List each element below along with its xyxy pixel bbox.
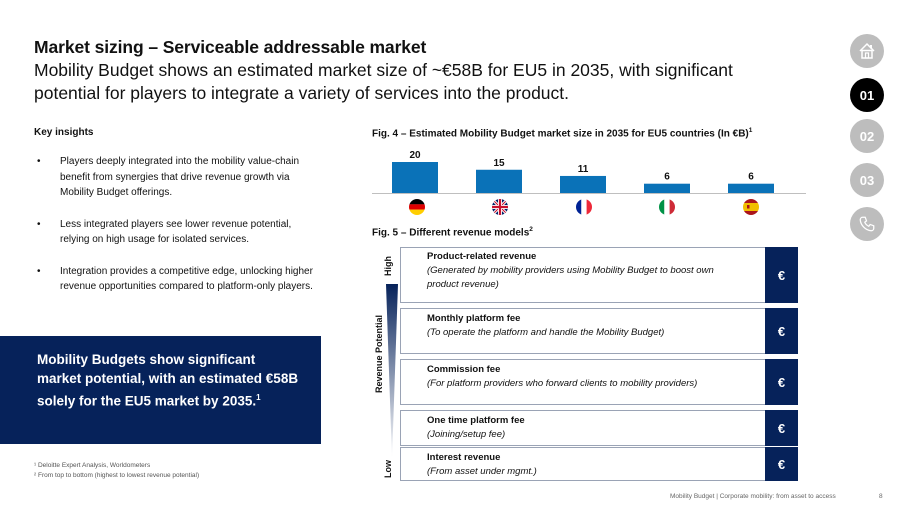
nav-section-02[interactable]: 02: [850, 119, 884, 153]
nav-section-03[interactable]: 03: [850, 163, 884, 197]
market-size-bar-chart: 20 15 11 6 6: [392, 150, 774, 193]
page-title: Market sizing – Serviceable addressable …: [34, 37, 427, 57]
flag-italy-icon: [659, 199, 675, 215]
callout-box: Mobility Budgets show significant market…: [0, 336, 321, 444]
revenue-model-desc: (Generated by mobility providers using M…: [427, 265, 714, 290]
phone-icon: [859, 216, 875, 232]
revenue-model-row: Monthly platform fee (To operate the pla…: [400, 308, 798, 354]
bar-value-label: 6: [664, 172, 670, 183]
bar-value-label: 20: [409, 150, 421, 161]
footnotes: ¹ Deloitte Expert Analysis, Worldometers…: [34, 461, 199, 481]
bar-france: [560, 175, 606, 193]
key-insights-list: Players deeply integrated into the mobil…: [34, 154, 319, 311]
flag-spain-icon: [743, 199, 759, 215]
insight-bullet: Less integrated players see lower revenu…: [34, 217, 319, 248]
revenue-model-desc: (From asset under mgmt.): [427, 466, 537, 477]
flag-uk-icon: [492, 199, 508, 215]
axis-label-high: High: [383, 256, 393, 276]
revenue-potential-gradient-arrow: [386, 284, 398, 459]
revenue-model-desc: (For platform providers who forward clie…: [427, 378, 698, 389]
euro-badge: €: [765, 247, 798, 303]
euro-badge: €: [765, 410, 798, 446]
revenue-model-row: Product-related revenue (Generated by mo…: [400, 247, 798, 303]
nav-section-01[interactable]: 01: [850, 78, 884, 112]
euro-badge: €: [765, 359, 798, 405]
bar-value-label: 11: [578, 164, 589, 175]
insight-bullet: Players deeply integrated into the mobil…: [34, 154, 319, 201]
fig4-title-footnote: 1: [748, 127, 753, 134]
axis-label-low: Low: [383, 460, 393, 478]
insight-bullet: Integration provides a competitive edge,…: [34, 264, 319, 295]
fig5-title: Fig. 5 – Different revenue models2: [372, 226, 533, 238]
axis-label-revenue-potential: Revenue Potential: [374, 315, 384, 394]
revenue-model-name: Product-related revenue: [427, 251, 537, 262]
revenue-model-row: Commission fee (For platform providers w…: [400, 359, 798, 405]
euro-badge: €: [765, 447, 798, 481]
fig5-title-footnote: 2: [529, 226, 533, 233]
key-insights-title: Key insights: [34, 127, 94, 138]
chart-baseline: [372, 193, 806, 194]
footnote-1: ¹ Deloitte Expert Analysis, Worldometers: [34, 462, 151, 469]
fig4-title: Fig. 4 – Estimated Mobility Budget marke…: [372, 127, 752, 139]
footer-text: Mobility Budget | Corporate mobility: fr…: [670, 493, 836, 500]
revenue-model-name: One time platform fee: [427, 415, 525, 426]
revenue-model-desc: (To operate the platform and handle the …: [427, 327, 665, 338]
revenue-model-desc: (Joining/setup fee): [427, 429, 506, 440]
fig5-title-text: Fig. 5 – Different revenue models: [372, 227, 530, 239]
revenue-model-name: Commission fee: [427, 364, 501, 375]
revenue-model-row: One time platform fee (Joining/setup fee…: [400, 410, 798, 446]
bar-spain: [728, 183, 774, 193]
footnote-2: ² From top to bottom (highest to lowest …: [34, 472, 200, 479]
flag-germany-icon: [409, 199, 425, 215]
bar-united-kingdom: [476, 169, 522, 193]
nav-contact-button[interactable]: [850, 207, 884, 241]
page-subtitle: Mobility Budget shows an estimated marke…: [34, 60, 733, 103]
bar-germany: [392, 162, 438, 193]
revenue-model-name: Monthly platform fee: [427, 313, 521, 324]
revenue-model-name: Interest revenue: [427, 452, 501, 463]
home-icon: [859, 42, 875, 59]
euro-badge: €: [765, 308, 798, 354]
revenue-model-row: Interest revenue (From asset under mgmt.…: [400, 447, 798, 481]
bar-value-label: 15: [493, 158, 505, 169]
callout-footnote-ref: 1: [256, 393, 261, 402]
callout-text: Mobility Budgets show significant market…: [37, 352, 299, 409]
fig4-title-text: Fig. 4 – Estimated Mobility Budget marke…: [372, 128, 749, 140]
nav-home-button[interactable]: [850, 34, 884, 68]
bar-value-label: 6: [748, 172, 754, 183]
page-number: 8: [879, 493, 883, 500]
bar-italy: [644, 183, 690, 193]
flag-france-icon: [576, 199, 592, 215]
